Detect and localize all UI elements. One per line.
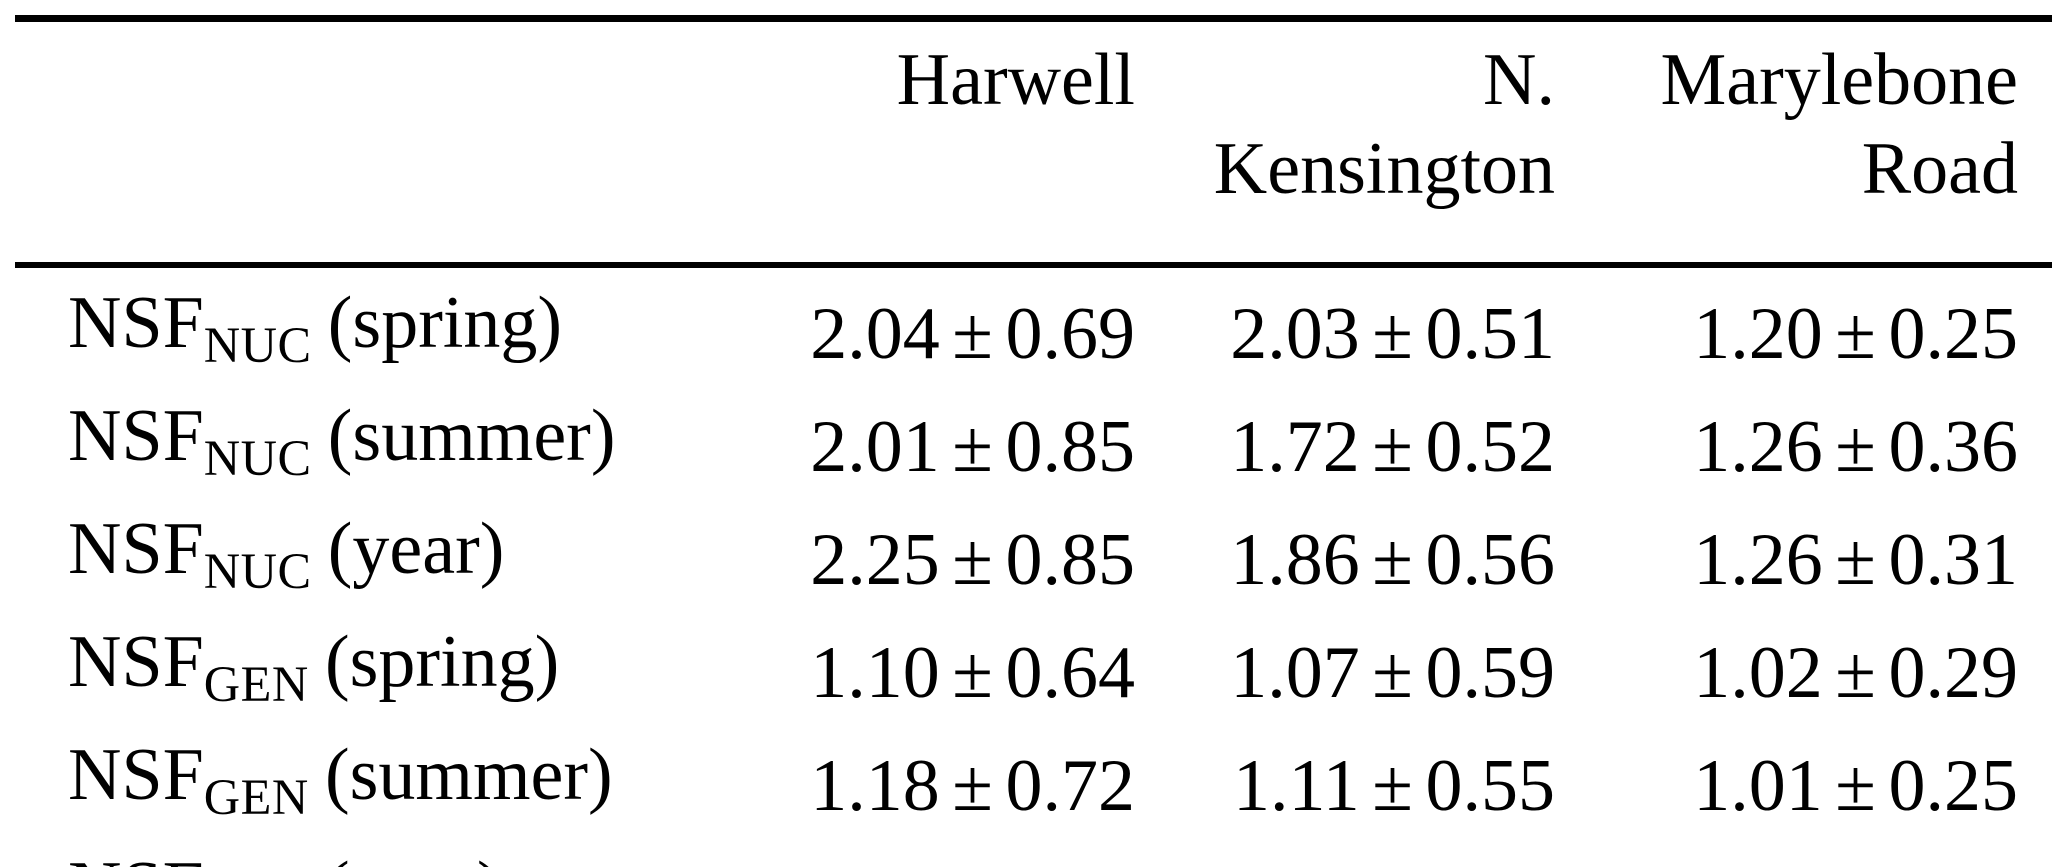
row-label-season: (summer) [324,734,613,817]
value-cell-marylebone-road: 1.01 ± 0.25 [1693,745,2018,828]
column-header-n-kensington: N. Kensington [1213,39,1555,210]
row-label-subscript: NUC [203,430,312,487]
value-cell-n-kensington: 1.11 ± 0.55 [1232,745,1555,828]
value-cell-marylebone-road: 1.26 ± 0.36 [1693,406,2018,489]
row-label: NSFGEN (spring) [15,617,655,730]
value-cell-marylebone-road: 1.02 ± 0.29 [1693,632,2018,715]
row-label-season: (spring) [327,282,563,364]
row-label-base: NSF [68,621,204,704]
value-cell-marylebone-road: 1.26 ± 0.31 [1693,519,2018,602]
table-header: Harwell N. Kensington Marylebone Road [15,19,2052,266]
row-label-base: NSF [68,508,204,591]
value-cell-harwell: 2.01 ± 0.85 [810,406,1135,489]
row-label-season: (year) [327,508,505,591]
value-cell-n-kensington: 1.86 ± 0.56 [1230,519,1555,602]
header-row: Harwell N. Kensington Marylebone Road [15,19,2052,266]
row-label: NSFNUC (summer) [15,391,655,504]
value-cell-marylebone-road: 1.20 ± 0.25 [1693,293,2018,376]
row-label-subscript: GEN [203,769,309,826]
table-row: NSFGEN(year) 1.10 ± 0.61 1.06 ± 0.54 1.0… [15,843,2052,867]
table-row: NSFNUC (year) 2.25 ± 0.85 1.86 ± 0.56 1.2… [15,504,2052,617]
value-cell-harwell: 1.10 ± 0.61 [655,843,1135,867]
table-row: NSFNUC (spring) 2.04 ± 0.69 2.03 ± 0.51 1… [15,265,2052,391]
table-row: NSFNUC (summer) 2.01 ± 0.85 1.72 ± 0.52 1… [15,391,2052,504]
row-label-base: NSF [68,395,204,478]
row-label-base: NSF [68,282,204,364]
table-row: NSFGEN (summer) 1.18 ± 0.72 1.11 ± 0.55 1… [15,730,2052,843]
row-label-base: NSF [68,734,204,817]
row-label-season: (year) [325,847,502,867]
row-label-season: (summer) [327,395,616,478]
row-label: NSFGEN (summer) [15,730,655,843]
value-cell-n-kensington: 2.03 ± 0.51 [1230,293,1555,376]
value-cell-harwell: 1.18 ± 0.72 [810,745,1135,828]
value-cell-n-kensington: 1.07 ± 0.59 [1230,632,1555,715]
column-header-marylebone-road: Marylebone Road [1660,39,2018,210]
row-label: NSFNUC (spring) [15,265,655,391]
value-cell-harwell: 2.25 ± 0.85 [810,519,1135,602]
value-cell-harwell: 2.04 ± 0.69 [810,293,1135,376]
row-label: NSFGEN(year) [15,843,655,867]
value-cell-harwell: 1.10 ± 0.64 [810,632,1135,715]
row-label-season: (spring) [324,621,560,704]
table-body: NSFNUC (spring) 2.04 ± 0.69 2.03 ± 0.51 1… [15,265,2052,867]
value-cell-n-kensington: 1.72 ± 0.52 [1230,406,1555,489]
results-table: Harwell N. Kensington Marylebone Road NS… [15,15,2052,867]
empty-header-cell [15,19,655,266]
table-row: NSFGEN (spring) 1.10 ± 0.64 1.07 ± 0.59 1… [15,617,2052,730]
row-label-subscript: GEN [203,656,309,713]
column-header-harwell: Harwell [896,39,1135,121]
row-label-subscript: NUC [203,543,312,600]
row-label-subscript: NUC [203,317,312,374]
value-cell-marylebone-road: 1.02 ± 0.27 [1555,843,2052,867]
row-label: NSFNUC (year) [15,504,655,617]
value-cell-n-kensington: 1.06 ± 0.54 [1135,843,1555,867]
row-label-base: NSF [68,847,204,867]
